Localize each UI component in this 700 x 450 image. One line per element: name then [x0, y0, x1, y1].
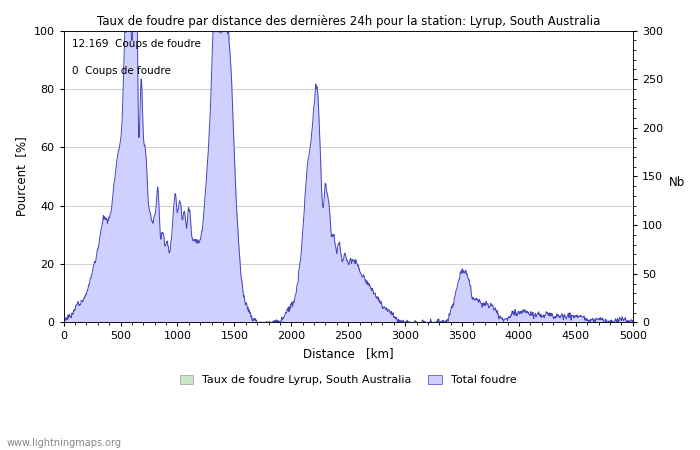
Legend: Taux de foudre Lyrup, South Australia, Total foudre: Taux de foudre Lyrup, South Australia, T… [176, 371, 521, 390]
Text: 12.169  Coups de foudre: 12.169 Coups de foudre [72, 39, 201, 50]
Title: Taux de foudre par distance des dernières 24h pour la station: Lyrup, South Aust: Taux de foudre par distance des dernière… [97, 15, 600, 28]
X-axis label: Distance   [km]: Distance [km] [303, 347, 393, 360]
Y-axis label: Pourcent  [%]: Pourcent [%] [15, 137, 28, 216]
Text: 0  Coups de foudre: 0 Coups de foudre [72, 66, 171, 76]
Text: www.lightningmaps.org: www.lightningmaps.org [7, 438, 122, 448]
Y-axis label: Nb: Nb [668, 176, 685, 189]
